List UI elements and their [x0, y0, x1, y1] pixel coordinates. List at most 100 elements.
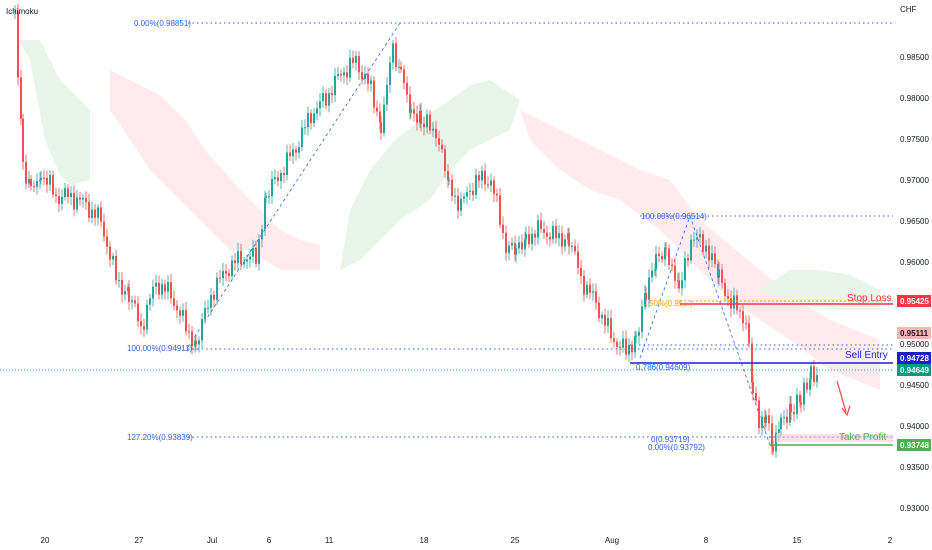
candle	[420, 102, 422, 132]
candle	[131, 295, 133, 310]
candle-body	[76, 197, 78, 210]
price-axis[interactable]: 0.98500 0.98000 0.97500 0.97000 0.96500 0.960…	[900, 53, 929, 513]
candle	[334, 67, 336, 103]
candle-body	[91, 209, 93, 218]
y-tick-label: 0.94500	[900, 381, 929, 390]
candle	[137, 296, 139, 328]
candle	[274, 169, 276, 185]
candle	[601, 311, 603, 325]
candle	[783, 410, 785, 426]
candle	[451, 173, 453, 202]
candle	[410, 103, 412, 119]
candle-body	[583, 275, 585, 295]
candle-body	[383, 104, 385, 134]
candle	[173, 290, 175, 311]
candle	[182, 303, 184, 322]
candle-body	[724, 282, 726, 297]
candle	[94, 203, 96, 226]
candle	[664, 242, 666, 267]
candle-body	[435, 128, 437, 139]
fib-label-0-b: 0(0.93719)	[651, 435, 690, 444]
candle-body	[137, 303, 139, 322]
candle-body	[40, 177, 42, 181]
candle-body	[810, 366, 812, 379]
candle	[283, 167, 285, 183]
candle-body	[493, 180, 495, 194]
candle	[409, 86, 411, 120]
candle	[724, 278, 726, 301]
candle	[198, 336, 200, 353]
candle	[58, 187, 60, 213]
candle-body	[664, 247, 666, 260]
fib-trend-line	[639, 215, 691, 359]
candle-body	[403, 69, 405, 83]
candle-body	[249, 256, 251, 260]
candle	[684, 251, 686, 289]
candle-body	[240, 250, 242, 265]
candle	[52, 170, 54, 199]
candle	[406, 76, 408, 103]
candle	[134, 295, 136, 308]
candle	[631, 340, 633, 361]
candle-body	[625, 338, 627, 355]
candle	[146, 299, 148, 335]
candle-body	[796, 394, 798, 415]
fib-label-0-c: 0.00%(0.93792)	[648, 443, 705, 452]
time-axis[interactable]: 20 27 Jul 6 11 18 25 Aug 8 15 2	[41, 536, 893, 545]
candle	[40, 170, 42, 185]
candle	[389, 56, 391, 94]
candle	[796, 388, 798, 420]
fib-label-0: 0.00%(0.98851)	[134, 19, 191, 28]
candle	[201, 313, 203, 348]
candle-body	[577, 251, 579, 268]
candle	[558, 224, 560, 247]
candle	[161, 279, 163, 300]
candle	[191, 325, 193, 355]
candle	[349, 49, 351, 83]
take-profit-tag	[897, 439, 931, 451]
candle	[475, 168, 477, 200]
candle-body	[389, 62, 391, 85]
candle	[742, 304, 744, 332]
candle	[619, 340, 621, 356]
candle-body	[210, 294, 212, 308]
candle-body	[674, 265, 676, 281]
candle	[328, 87, 330, 113]
candle	[204, 300, 206, 324]
candle-body	[448, 179, 450, 181]
candle	[249, 249, 251, 268]
candle-body	[349, 57, 351, 78]
candle	[225, 264, 227, 282]
candle-body	[271, 179, 273, 197]
candle	[736, 289, 738, 315]
candle	[358, 51, 360, 81]
candle-body	[289, 152, 291, 157]
candle-body	[610, 318, 612, 339]
candle-body	[761, 416, 763, 429]
candle-body	[219, 277, 221, 279]
candle	[413, 101, 415, 122]
candle-body	[518, 242, 520, 249]
candle-body	[28, 178, 30, 184]
candle-body	[20, 77, 22, 119]
candle-body	[564, 239, 566, 247]
candle	[264, 190, 266, 236]
candle	[170, 273, 172, 304]
candle	[258, 234, 260, 271]
candle-body	[803, 382, 805, 405]
candle-body	[406, 82, 408, 95]
candle	[521, 234, 523, 254]
candle	[571, 242, 573, 253]
candle-body	[55, 194, 57, 197]
candle	[699, 227, 701, 245]
candle-body	[173, 298, 175, 306]
stop-loss-tag	[897, 295, 931, 307]
candle	[641, 299, 643, 339]
y-tick-label: 0.93500	[900, 463, 929, 472]
candle-body	[555, 225, 557, 239]
cloud-bull-region	[760, 270, 880, 310]
candle	[721, 263, 723, 289]
candle-body	[30, 178, 32, 187]
candle	[286, 144, 288, 181]
